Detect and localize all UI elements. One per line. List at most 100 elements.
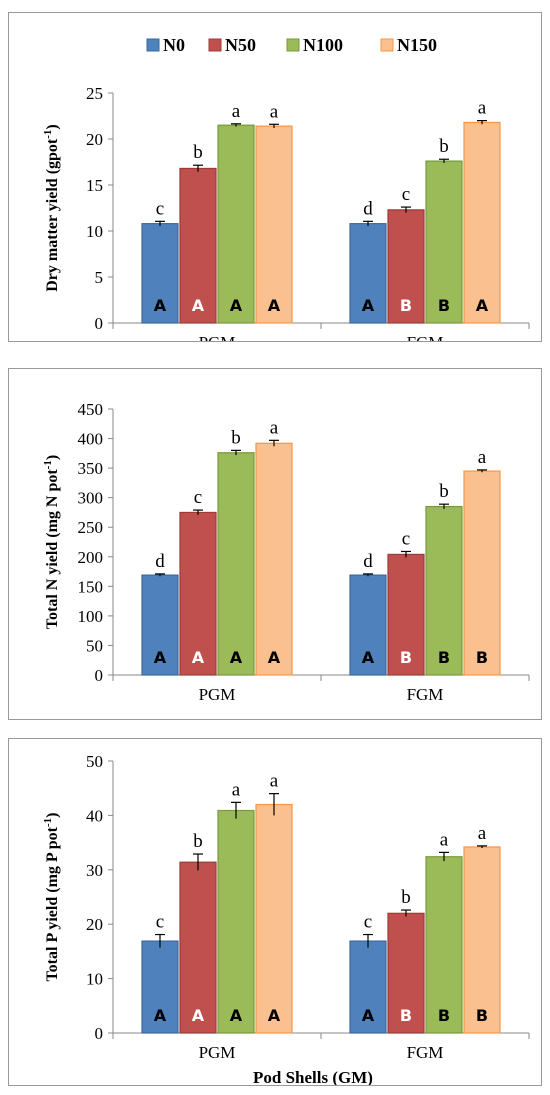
significance-letter: a: [440, 829, 449, 850]
significance-letter: a: [478, 823, 487, 844]
bar-group: bB: [387, 887, 425, 1034]
bar-n100-pgm: [217, 809, 255, 1034]
y-tick-label: 200: [78, 548, 104, 567]
chart-svg-dry-matter: N0 N50 N100 N150 0 5 10 15 20 25 PGM FGM Dry matter …: [42, 35, 530, 341]
bar-group: bA: [179, 142, 217, 324]
significance-letter: a: [478, 447, 487, 468]
bar-n100-pgm: [217, 124, 255, 324]
inner-letter: A: [476, 296, 489, 315]
inner-letter: A: [192, 296, 205, 315]
significance-letter: c: [402, 528, 410, 549]
legend-swatch-n50: [208, 38, 222, 52]
y-tick-label: 0: [95, 666, 104, 685]
y-tick-label: 450: [78, 400, 104, 419]
bar-group: cA: [141, 198, 179, 324]
bar-n50-pgm: [179, 861, 217, 1034]
y-tick-label: 10: [86, 970, 103, 989]
y-tick-label: 0: [95, 314, 104, 333]
significance-letter: c: [194, 487, 202, 508]
y-tick-label: 5: [95, 268, 104, 287]
bar-group: aB: [463, 823, 501, 1034]
significance-letter: c: [156, 198, 164, 219]
inner-letter: B: [438, 1006, 450, 1025]
y-tick-label: 10: [86, 222, 103, 241]
bar-n0-fgm: [349, 574, 387, 676]
y-tick-label: 40: [86, 806, 103, 825]
y-tick-label: 50: [86, 636, 103, 655]
inner-letter: B: [476, 648, 488, 667]
inner-letter: A: [154, 1006, 167, 1025]
bar-group: dA: [141, 551, 179, 676]
bar-group: cA: [349, 912, 387, 1034]
bar-n50-pgm: [179, 511, 217, 676]
x-axis-title: Pod Shells (GM): [253, 1068, 373, 1085]
y-tick-label: 15: [86, 176, 103, 195]
bar-group: bB: [425, 136, 463, 324]
inner-letter: B: [438, 648, 450, 667]
significance-letter: a: [270, 771, 279, 792]
x-category-label: PGM: [199, 1043, 236, 1062]
significance-letter: b: [231, 427, 241, 448]
y-tick-label: 50: [86, 752, 103, 771]
significance-letter: a: [270, 101, 279, 122]
inner-letter: A: [192, 648, 205, 667]
y-axis-title: Dry matter yield (gpot-1): [42, 124, 61, 292]
y-tick-label: 0: [95, 1024, 104, 1043]
inner-letter: B: [400, 296, 412, 315]
y-tick-label: 250: [78, 518, 104, 537]
bar-n50-pgm: [179, 167, 217, 324]
bar-group: dA: [349, 551, 387, 676]
inner-letter: A: [192, 1006, 205, 1025]
legend: N0 N50 N100 N150: [146, 35, 437, 55]
chart-svg-total-n: 0 50 100 150 200 250 300 350 400 450 PGM FGM Total N…: [42, 400, 530, 704]
inner-letter: B: [476, 1006, 488, 1025]
y-tick-label: 400: [78, 430, 104, 449]
inner-letter: A: [230, 1006, 243, 1025]
total-p-yield-chart: 0 10 20 30 40 50 PGM FGM Total P yield (mg P pot…: [8, 738, 542, 1086]
inner-letter: A: [230, 648, 243, 667]
bar-n0-pgm: [141, 574, 179, 676]
inner-letter: B: [400, 1006, 412, 1025]
bar-group: cB: [387, 528, 425, 676]
bar-group: bA: [179, 831, 217, 1034]
significance-letter: d: [363, 198, 373, 219]
inner-letter: A: [268, 296, 281, 315]
significance-letter: a: [232, 101, 241, 122]
bar-n150-pgm: [255, 442, 293, 676]
y-tick-label: 100: [78, 607, 104, 626]
significance-letter: b: [401, 887, 411, 908]
dry-matter-yield-chart: N0 N50 N100 N150 0 5 10 15 20 25 PGM FGM Dry matter …: [8, 12, 542, 342]
significance-letter: a: [270, 417, 279, 438]
bar-group: aA: [217, 779, 255, 1034]
y-tick-label: 30: [86, 861, 103, 880]
legend-swatch-n150: [380, 38, 394, 52]
legend-label-n100: N100: [303, 35, 343, 55]
significance-letter: b: [193, 831, 203, 852]
bar-group: bB: [425, 481, 463, 676]
bar-group: cA: [141, 912, 179, 1034]
y-axis-title: Total P yield (mg P pot-1): [42, 812, 61, 981]
y-tick-label: 20: [86, 130, 103, 149]
bar-group: aA: [463, 98, 501, 324]
significance-letter: b: [439, 481, 449, 502]
inner-letter: A: [362, 648, 375, 667]
bar-group: aA: [255, 771, 293, 1034]
significance-letter: c: [402, 184, 410, 205]
bar-n150-pgm: [255, 125, 293, 324]
total-n-yield-chart: 0 50 100 150 200 250 300 350 400 450 PGM FGM Total N…: [8, 368, 542, 720]
bar-n100-fgm: [425, 160, 463, 324]
significance-letter: d: [363, 551, 373, 572]
y-tick-label: 25: [86, 84, 103, 103]
y-tick-label: 20: [86, 915, 103, 934]
inner-letter: B: [438, 296, 450, 315]
bar-n150-fgm: [463, 846, 501, 1034]
y-tick-label: 350: [78, 459, 104, 478]
x-category-label: FGM: [407, 333, 444, 341]
significance-letter: a: [232, 779, 241, 800]
significance-letter: b: [193, 142, 203, 163]
inner-letter: A: [362, 1006, 375, 1025]
bar-group: aA: [217, 101, 255, 324]
bar-n50-fgm: [387, 209, 425, 324]
y-tick-label: 300: [78, 489, 104, 508]
inner-letter: A: [362, 296, 375, 315]
